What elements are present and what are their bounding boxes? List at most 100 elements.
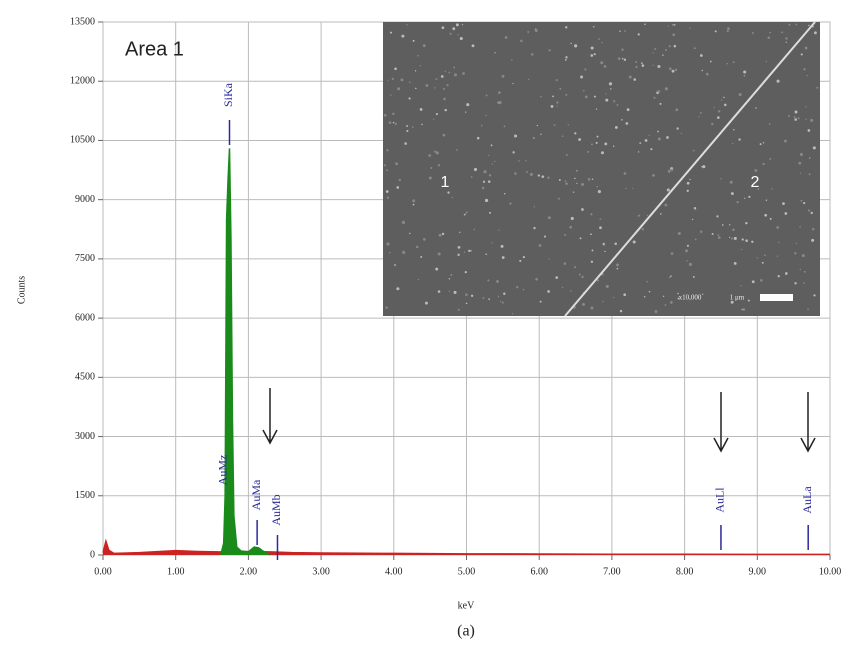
speck	[771, 188, 772, 189]
speck	[782, 202, 785, 205]
speck	[453, 67, 455, 69]
speck	[384, 114, 387, 117]
speck	[675, 69, 677, 71]
speck	[537, 125, 538, 126]
speck	[620, 310, 622, 312]
speck	[748, 196, 750, 198]
speck	[760, 279, 763, 282]
speck	[769, 158, 771, 160]
speck	[408, 97, 410, 99]
x-tick-label: 10.00	[819, 566, 842, 577]
speck	[465, 271, 467, 273]
speck	[659, 103, 661, 105]
speck	[484, 170, 487, 173]
speck	[727, 27, 730, 30]
speck	[465, 293, 468, 296]
speck	[715, 30, 717, 32]
speck	[580, 237, 582, 239]
speck	[717, 234, 719, 236]
speck	[676, 127, 678, 129]
speck	[482, 187, 484, 189]
speck	[609, 82, 612, 85]
speck	[570, 290, 572, 292]
speck	[473, 229, 475, 231]
speck	[622, 58, 624, 60]
speck	[624, 30, 626, 32]
speck	[401, 35, 404, 38]
speck	[799, 226, 801, 228]
speck	[794, 282, 796, 284]
speck	[389, 121, 392, 124]
speck	[570, 43, 571, 44]
speck	[665, 49, 667, 51]
speck	[795, 111, 798, 114]
speck	[574, 266, 576, 268]
speck	[744, 198, 745, 199]
speck	[625, 188, 626, 189]
speck	[769, 123, 771, 125]
speck	[488, 155, 489, 156]
speck	[531, 53, 534, 56]
speck	[665, 304, 667, 306]
speck	[794, 116, 796, 118]
speck	[744, 75, 746, 77]
speck	[447, 191, 449, 193]
speck	[638, 33, 640, 35]
speck	[615, 126, 618, 129]
speck	[488, 180, 491, 183]
speck	[617, 268, 619, 270]
speck	[776, 226, 779, 229]
speck	[559, 179, 561, 181]
speck	[454, 73, 457, 76]
speck	[485, 253, 487, 255]
speck	[600, 61, 603, 64]
speck	[642, 64, 645, 67]
caption: (a)	[457, 623, 475, 640]
speck	[533, 227, 535, 229]
speck	[581, 208, 584, 211]
speck	[527, 31, 528, 32]
speck	[574, 132, 576, 134]
speck	[592, 250, 594, 252]
speck	[596, 142, 598, 144]
speck	[485, 115, 486, 116]
speck	[644, 296, 645, 297]
speck	[539, 244, 542, 247]
speck	[500, 301, 501, 302]
speck	[448, 72, 450, 74]
scale-bar	[760, 294, 793, 301]
speck	[689, 179, 690, 180]
speck	[700, 231, 702, 233]
speck	[769, 32, 771, 34]
speck	[400, 78, 403, 81]
speck	[579, 273, 581, 275]
speck	[717, 116, 720, 119]
speck	[809, 157, 810, 158]
speck	[762, 262, 764, 264]
speck	[394, 264, 396, 266]
region-label: 1	[441, 174, 450, 191]
speck	[801, 53, 803, 55]
speck	[693, 276, 695, 278]
speck	[668, 26, 669, 27]
speck	[514, 135, 517, 138]
speck	[385, 307, 387, 309]
speck	[438, 164, 440, 166]
speck	[733, 129, 735, 131]
speck	[670, 301, 673, 304]
speck	[805, 119, 806, 120]
speck	[762, 163, 764, 165]
speck	[807, 308, 809, 310]
speck	[732, 143, 733, 144]
speck	[737, 201, 739, 203]
speck	[544, 236, 546, 238]
speck	[598, 190, 601, 193]
speck	[816, 87, 818, 89]
speck	[393, 122, 394, 123]
speck	[582, 303, 585, 306]
speck	[498, 101, 501, 104]
speck	[429, 176, 432, 179]
speck	[621, 49, 623, 51]
speck	[538, 174, 540, 176]
speck	[632, 188, 633, 189]
